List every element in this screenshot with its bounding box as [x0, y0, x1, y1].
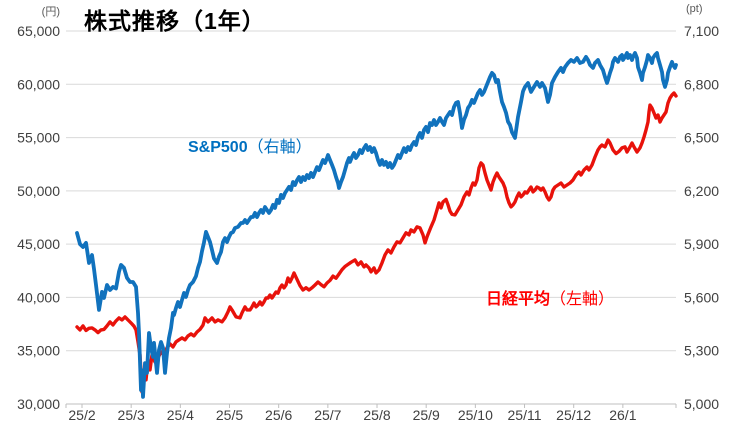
right-axis-tick-label: 6,500 [684, 130, 719, 146]
x-axis-tick-label: 25/4 [167, 407, 194, 423]
nikkei-series-name: 日経平均 [486, 291, 551, 308]
x-axis-tick-label: 25/2 [68, 407, 95, 423]
x-axis-tick-label: 25/12 [556, 407, 591, 423]
x-axis-tick-label: 25/9 [413, 407, 440, 423]
nikkei-line [75, 91, 678, 394]
right-axis-tick-label: 7,100 [684, 23, 719, 39]
x-axis-tick-label: 26/1 [609, 407, 636, 423]
sp500-line [75, 51, 678, 399]
x-axis-tick-label: 25/11 [508, 407, 542, 423]
left-axis-tick-label: 50,000 [17, 183, 60, 199]
right-axis-tick-label: 5,600 [684, 289, 719, 305]
left-axis-tick-label: 35,000 [17, 343, 60, 359]
left-axis-tick-label: 40,000 [17, 289, 60, 305]
nikkei-axis-note: （左軸） [550, 291, 615, 308]
x-axis-tick-label: 25/3 [118, 407, 145, 423]
right-axis-tick-label: 6,200 [684, 183, 719, 199]
sp500-series-label: S&P500（右軸） [188, 133, 312, 157]
chart-title: 株式推移（1年） [84, 8, 266, 34]
x-axis-tick-label: 25/7 [314, 407, 341, 423]
x-axis-tick-label: 25/10 [458, 407, 493, 423]
right-axis-unit-label: (pt) [686, 3, 703, 15]
right-axis-tick-label: 5,900 [684, 236, 719, 252]
left-axis-unit-label: (円) [41, 6, 60, 18]
right-axis-tick-label: 5,000 [684, 396, 719, 412]
x-axis-tick-label: 25/8 [363, 407, 390, 423]
right-axis-tick-label: 5,300 [684, 343, 719, 359]
nikkei-series-label: 日経平均（左軸） [486, 285, 614, 309]
x-axis-tick-label: 25/5 [216, 407, 243, 423]
left-axis-tick-label: 65,000 [17, 23, 60, 39]
sp500-series-name: S&P500 [188, 139, 248, 156]
left-axis-tick-label: 55,000 [17, 130, 60, 146]
left-axis-tick-label: 45,000 [17, 236, 60, 252]
sp500-axis-note: （右軸） [247, 139, 312, 156]
left-axis-tick-label: 60,000 [17, 76, 60, 92]
left-axis-tick-label: 30,000 [17, 396, 60, 412]
right-axis-tick-label: 6,800 [684, 76, 719, 92]
x-axis-tick-label: 25/6 [265, 407, 292, 423]
